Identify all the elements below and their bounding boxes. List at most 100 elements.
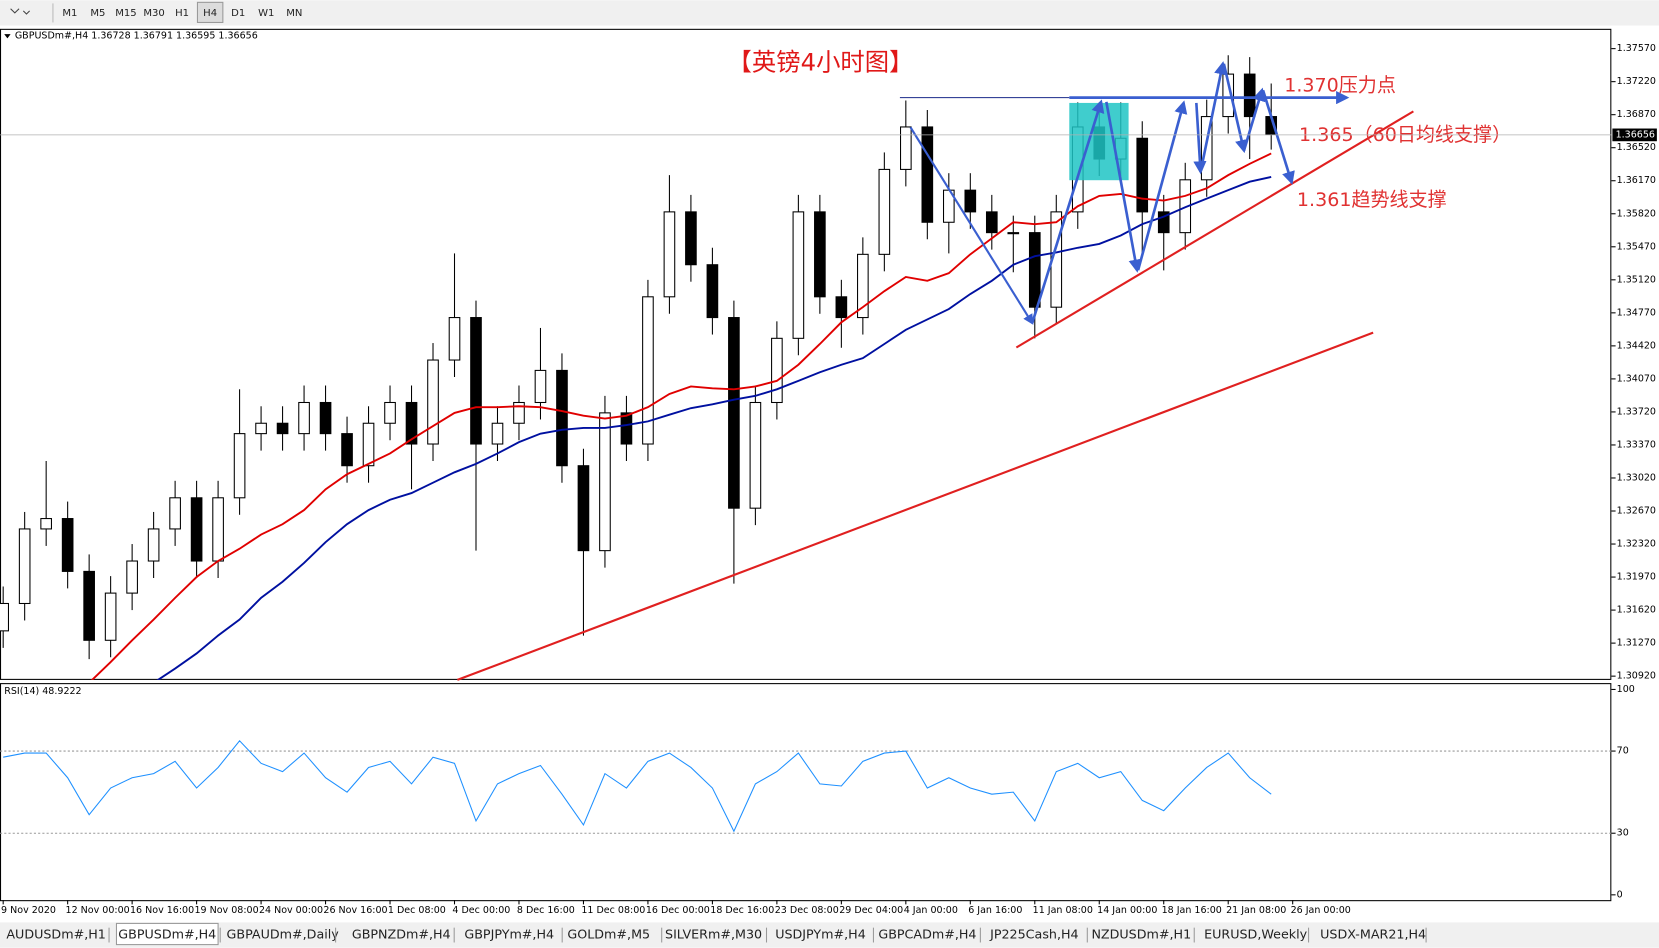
candle-body [319,401,332,435]
candle-body [169,497,181,530]
tab-label[interactable]: USDJPYm#,H4 [775,927,866,942]
x-tick-label: 18 Dec 16:00 [710,905,774,916]
x-tick-label: 4 Jan 00:00 [904,905,958,916]
candle-body [900,126,912,170]
timeframe-button[interactable] [253,2,279,23]
candle-body [405,401,418,445]
candle-body [642,296,654,445]
tab-active[interactable] [115,922,219,946]
tab-label[interactable]: AUDUSDm#,H1 [6,927,105,942]
candle-body [706,264,719,319]
moving-average [156,175,1272,680]
timeframe-button[interactable] [281,2,308,23]
candle-body [104,592,117,641]
candle-body [599,412,611,552]
candle-body [61,518,74,572]
annotation: 1.361趋势线支撑 [1297,189,1447,211]
x-tick-label: 19 Nov 08:00 [194,905,258,916]
rsi-line [3,739,1272,833]
y-tick-label: 1.35820 [1617,208,1656,219]
timeframe-button[interactable] [85,2,111,23]
tool-icon[interactable] [10,8,31,15]
x-tick-label: 8 Dec 16:00 [517,905,575,916]
candle-body [83,570,95,641]
candle-body [1222,73,1235,118]
x-tick-label: 14 Jan 00:00 [1097,905,1157,916]
y-tick-label: 1.30920 [1617,671,1656,682]
candle-body [534,369,547,404]
timeframe-label: M30 [143,8,164,19]
timeframe-button[interactable] [169,2,195,23]
candle-body [921,126,934,223]
main-frame [0,28,1612,680]
x-tick-label: 18 Jan 16:00 [1162,905,1222,916]
x-tick-label: 23 Dec 08:00 [775,905,839,916]
y-tick-label: 1.31270 [1617,638,1656,649]
candle-body [190,497,203,562]
candle-body [878,168,891,255]
moving-average [90,152,1272,680]
y-tick-label: 1.35120 [1617,274,1656,285]
tab-label[interactable]: JP225Cash,H4 [989,927,1079,942]
timeframe-button[interactable] [57,2,83,23]
candle-body [362,422,375,467]
y-tick-label: 1.32320 [1617,539,1656,550]
y-tick-label: 1.33020 [1617,472,1656,483]
x-tick-label: 1 Dec 08:00 [388,905,446,916]
timeframe-button[interactable] [225,2,251,23]
candle-body [276,422,289,435]
tab-label[interactable]: GBPNZDm#,H4 [352,927,451,942]
x-tick-label: 4 Dec 00:00 [452,905,510,916]
x-tick-label: 26 Jan 00:00 [1291,905,1351,916]
chart-window [0,25,1659,923]
tab-label[interactable]: GBPCADm#,H4 [878,927,976,942]
timeframe-label: W1 [258,8,274,19]
candle-body [1243,73,1256,118]
tab-label[interactable]: EURUSD,Weekly [1204,927,1308,942]
candle-body [749,401,762,509]
y-tick-label: 1.34770 [1617,307,1656,318]
arrow [1261,89,1295,185]
candle-body [814,211,826,298]
annotation: 1.370压力点 [1284,74,1396,96]
timeframe-button[interactable] [196,1,224,23]
tab-label[interactable]: SILVERm#,M30 [665,927,762,942]
arrow [1105,101,1142,273]
candle-body [1028,232,1041,308]
tab-label[interactable]: GBPAUDm#,Daily [227,927,340,942]
y-tick-label: 1.36870 [1617,109,1656,120]
candle-body [448,317,461,361]
candle-body [835,296,848,319]
y-tick-label: 1.32670 [1617,506,1656,517]
candle-body [40,518,52,530]
y-tick-label: 1.34070 [1617,373,1656,384]
timeframe-button[interactable] [113,2,139,23]
tab-label[interactable]: GBPJPYm#,H4 [464,927,554,942]
x-tick-label: 11 Jan 08:00 [1033,905,1093,916]
rsi-plot [0,739,1612,834]
timeframe-button[interactable] [141,2,167,23]
candle-body [728,317,740,509]
y-tick-label: 1.34420 [1617,340,1656,351]
last-price-label: 1.36656 [1616,129,1655,140]
rsi-tick-label: 0 [1617,889,1623,900]
candle-body [233,433,246,499]
candle-body [147,528,160,562]
dropdown-icon [4,34,11,39]
timeframe-label: D1 [231,8,245,19]
rsi-tick-label: 70 [1617,746,1629,757]
tab-label[interactable]: GBPUSDm#,H4 [118,927,216,942]
tab-label[interactable]: NZDUSDm#,H1 [1091,927,1191,942]
arrow [1030,99,1105,324]
candle-body [427,359,439,445]
timeframe-label: MN [286,8,302,19]
candle-body [1007,232,1020,235]
y-tick-label: 1.36520 [1617,142,1656,153]
tab-label[interactable]: GOLDm#,M5 [567,927,650,942]
candle-body [577,465,590,552]
candle-body [255,422,267,435]
x-tick-label: 9 Nov 2020 [1,905,56,916]
x-tick-label: 21 Jan 08:00 [1226,905,1286,916]
tab-label[interactable]: USDX-MAR21,H4 [1320,927,1426,942]
